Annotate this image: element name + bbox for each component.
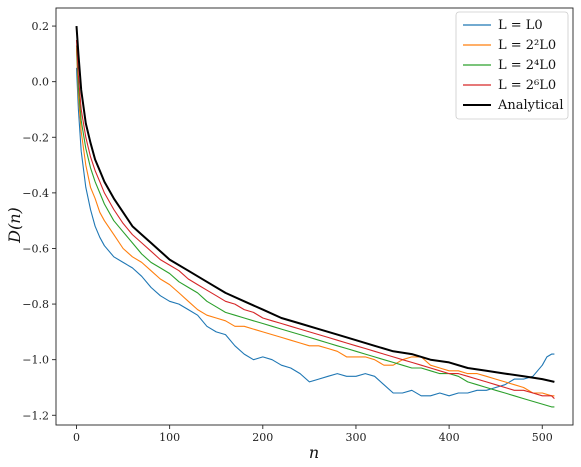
y-tick-label: 0.0 — [32, 76, 50, 89]
x-tick-label: 200 — [252, 431, 273, 444]
legend-label-3: L = 2⁶L0 — [498, 78, 556, 93]
legend-box — [455, 11, 569, 120]
series-line-2 — [75, 45, 555, 408]
legend-label-2: L = 2⁴L0 — [498, 58, 556, 73]
x-tick-label: 400 — [439, 431, 460, 444]
y-tick-label: −0.2 — [22, 131, 49, 144]
y-tick-label: −1.0 — [22, 354, 49, 367]
series-line-3 — [75, 39, 555, 399]
series-line-1 — [75, 48, 555, 397]
legend-items: L = L0 L = 2²L0 L = 2⁴L0 L = 2⁶L0 Analytical — [463, 18, 564, 113]
legend-label-1: L = 2²L0 — [498, 38, 556, 53]
y-tick-label: −0.8 — [22, 298, 49, 311]
x-tick-label: 0 — [73, 431, 80, 444]
series-line-0 — [75, 67, 555, 397]
legend-label-4: Analytical — [497, 98, 564, 113]
legend-label-0: L = L0 — [498, 18, 543, 33]
x-axis-label: n — [309, 443, 319, 462]
y-tick-label: 0.2 — [32, 20, 50, 33]
series-line-4 — [75, 26, 555, 383]
y-tick-label: −0.6 — [22, 242, 49, 255]
y-tick-label: −0.4 — [22, 187, 49, 200]
ticks-group: 0 100 200 300 400 500 0.2 0.0 −0.2 −0.4 −0.6 −0.8 −1… — [22, 20, 552, 444]
x-tick-label: 100 — [159, 431, 180, 444]
y-tick-label: −1.2 — [22, 409, 49, 422]
y-axis-label: D(n) — [5, 207, 24, 244]
x-tick-label: 500 — [532, 431, 553, 444]
series-group — [75, 26, 555, 408]
legend: L = L0 L = 2²L0 L = 2⁴L0 L = 2⁶L0 Analytical — [455, 11, 569, 120]
x-tick-label: 300 — [345, 431, 366, 444]
